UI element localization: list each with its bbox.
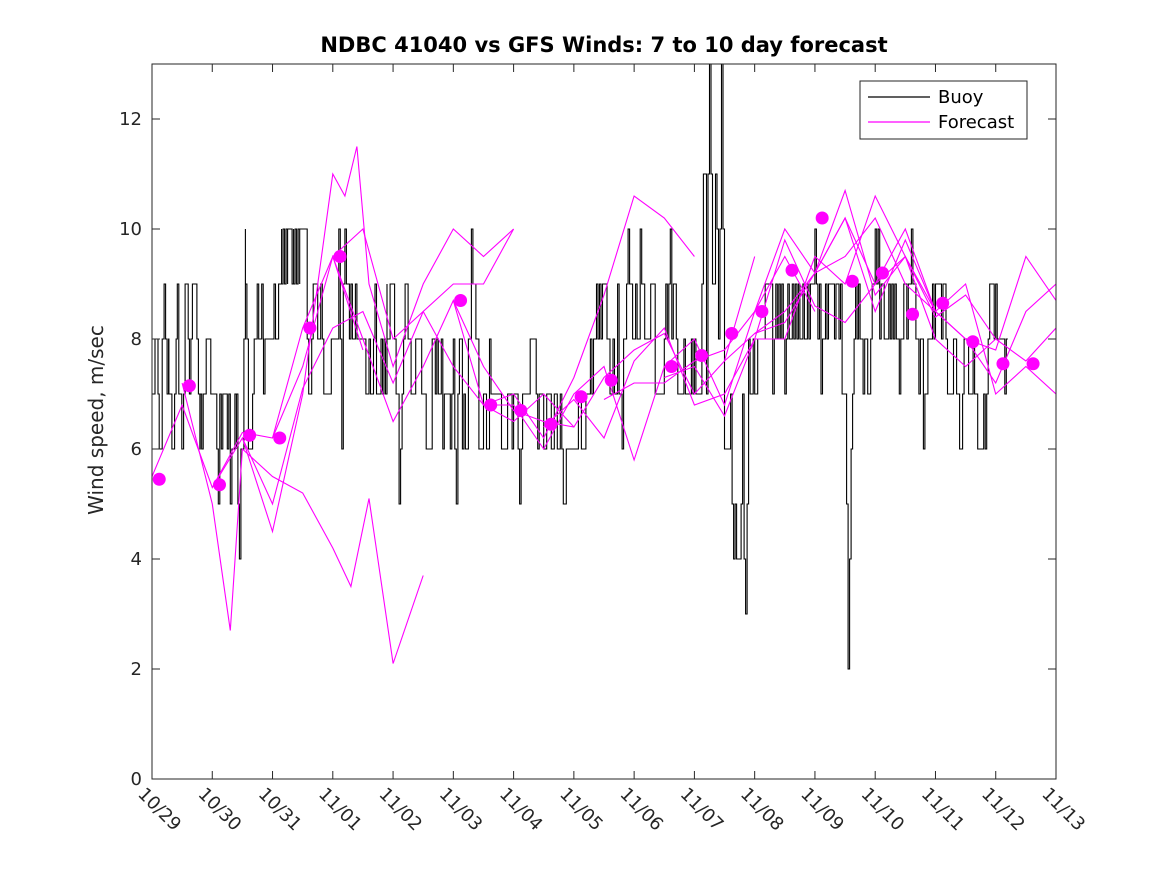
forecast-point (243, 428, 257, 442)
forecast-point (484, 398, 498, 412)
forecast-point (303, 321, 317, 335)
forecast-series-line-4 (241, 228, 515, 506)
x-tick-label: 10/31 (254, 784, 306, 836)
forecast-series-line-13 (754, 216, 1056, 351)
legend-label-forecast: Forecast (938, 112, 1014, 133)
legend-label-buoy: Buoy (938, 87, 984, 108)
forecast-series-line-6 (332, 195, 695, 440)
x-tick-label: 11/09 (796, 784, 848, 836)
forecast-point (664, 360, 678, 373)
forecast-point (845, 274, 859, 288)
forecast-point (273, 431, 287, 445)
y-tick-label: 12 (119, 109, 142, 130)
forecast-point (333, 250, 347, 263)
forecast-series-line-14 (814, 216, 1056, 396)
forecast-series-line-3 (211, 146, 514, 534)
y-axis: 0 2 4 6 8 10 12 (119, 109, 1056, 790)
forecast-point (695, 349, 709, 362)
y-tick-label: 6 (131, 439, 142, 460)
forecast-series-line-1 (152, 254, 364, 489)
forecast-point (574, 390, 588, 404)
x-tick-label: 10/29 (133, 784, 185, 836)
y-axis-label: Wind speed, m/sec (84, 325, 108, 515)
forecast-point (875, 266, 889, 280)
forecast-point (815, 211, 829, 225)
forecast-point (604, 373, 618, 387)
y-tick-label: 2 (131, 659, 142, 680)
forecast-point (785, 263, 799, 277)
forecast-point (514, 404, 528, 417)
x-tick-label: 11/02 (375, 784, 427, 836)
x-tick-label: 11/12 (977, 784, 1029, 836)
forecast-series-line-8 (483, 255, 816, 462)
x-tick-label: 11/06 (616, 784, 668, 836)
forecast-series-line-11 (664, 194, 997, 418)
y-tick-label: 8 (131, 329, 142, 350)
forecast-series-line-15 (874, 255, 1056, 362)
legend-box (859, 80, 1028, 140)
x-tick-label: 11/04 (495, 784, 547, 836)
y-tick-label: 10 (119, 219, 142, 240)
forecast-point (454, 294, 468, 307)
axes-box (151, 63, 1057, 780)
series-group (152, 64, 1056, 670)
forecast-point (212, 478, 226, 492)
forecast-point (936, 296, 950, 310)
forecast-point (152, 472, 166, 486)
x-tick-label: 11/13 (1037, 784, 1089, 836)
x-tick-label: 10/30 (194, 784, 246, 836)
x-tick-label: 11/01 (314, 784, 366, 836)
x-tick-label: 11/03 (435, 784, 487, 836)
forecast-series-line-2 (181, 382, 424, 664)
forecast-point (996, 357, 1010, 371)
forecast-series-line-7 (452, 256, 756, 428)
x-tick-label: 11/05 (555, 784, 607, 836)
chart-title: NDBC 41040 vs GFS Winds: 7 to 10 day for… (320, 33, 887, 57)
legend: Buoy Forecast (859, 80, 1028, 140)
forecast-point (544, 417, 558, 431)
forecast-point (1026, 357, 1040, 371)
forecast-point (182, 379, 196, 393)
forecast-point (725, 327, 739, 340)
forecast-point (906, 307, 920, 321)
x-tick-label: 11/11 (917, 784, 969, 836)
x-axis: 10/29 10/30 10/31 11/01 11/02 11/03 11/04 11/05… (133, 64, 1089, 835)
forecast-point (755, 305, 769, 318)
x-tick-label: 11/10 (857, 784, 909, 836)
plot-area (151, 63, 1057, 780)
x-tick-label: 11/08 (736, 784, 788, 836)
y-tick-label: 0 (131, 769, 142, 790)
forecast-series-line-9 (543, 238, 876, 440)
y-tick-label: 4 (131, 549, 142, 570)
x-tick-label: 11/07 (676, 784, 728, 836)
forecast-point (966, 335, 980, 349)
forecast-series-line-10 (603, 188, 936, 400)
forecast-series-line-12 (724, 216, 1056, 385)
